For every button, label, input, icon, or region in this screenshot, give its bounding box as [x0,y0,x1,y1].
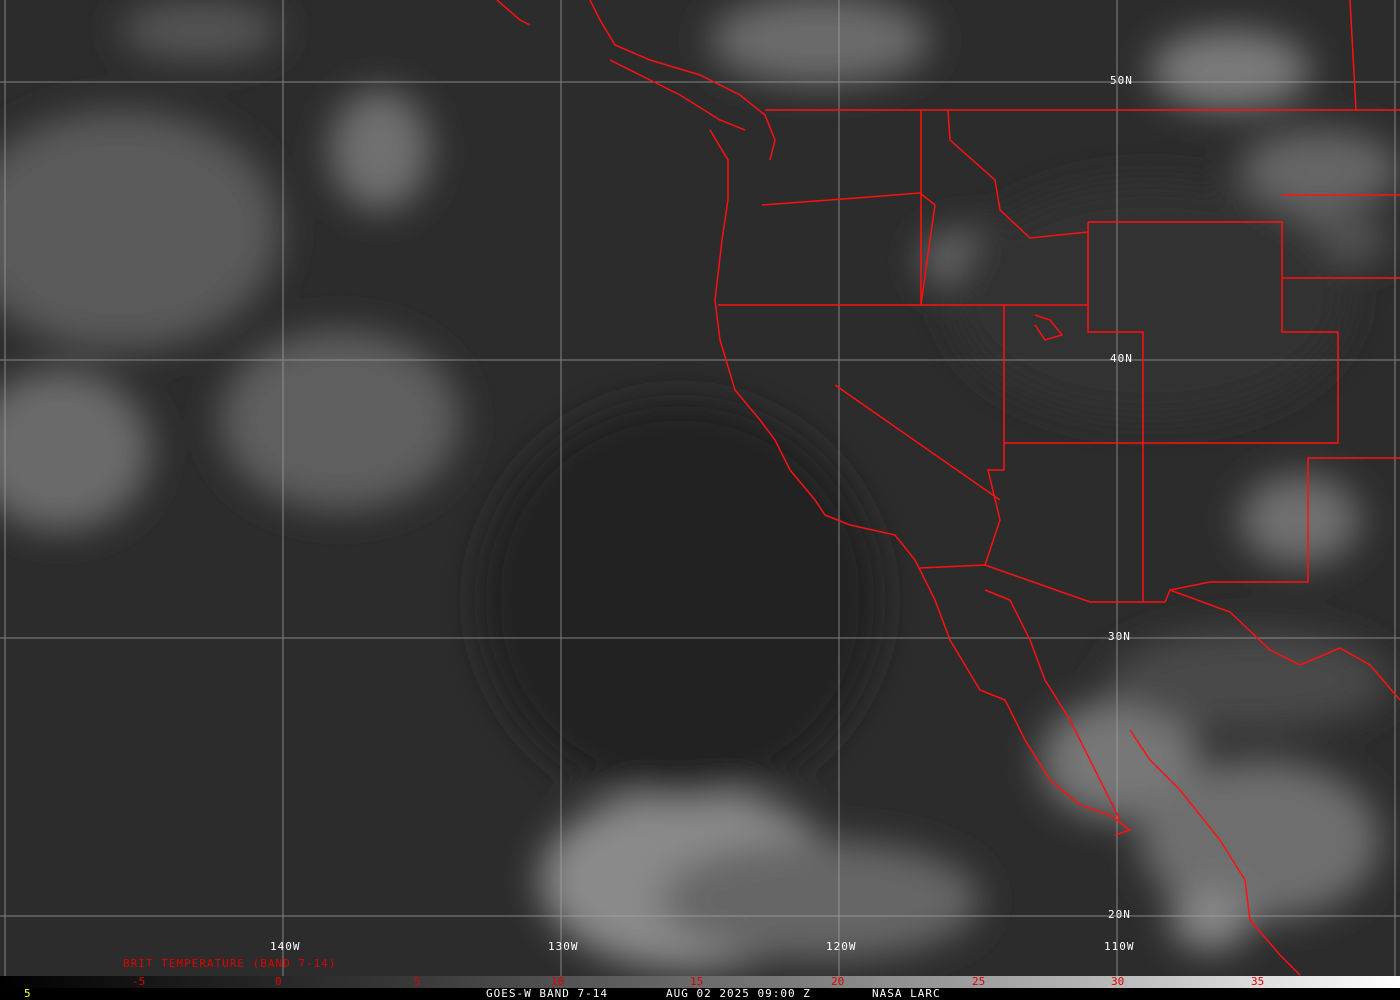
longitude-label: 130W [548,940,579,953]
longitude-label: 120W [826,940,857,953]
colorbar-tick: 20 [831,975,845,988]
colorbar-tick: 35 [1251,975,1265,988]
colorbar-tick: -5 [132,975,146,988]
lat-lon-grid [0,0,1400,976]
longitude-label: 140W [270,940,301,953]
colorbar-tick: 25 [972,975,986,988]
colorbar [0,976,1400,988]
credit-label: NASA LARC [872,987,941,1000]
product-label: GOES-W BAND 7-14 [486,987,608,1000]
latitude-label: 20N [1108,908,1131,921]
latitude-label: 30N [1108,630,1131,643]
colorbar-title: BRIT TEMPERATURE (BAND 7-14) [123,957,337,970]
coastlines-and-borders [496,0,1400,976]
corner-value: 5 [24,987,32,1000]
longitude-label: 110W [1104,940,1135,953]
datetime-label: AUG 02 2025 09:00 Z [666,987,811,1000]
colorbar-tick: 10 [551,975,565,988]
footer-bar [0,988,1400,1000]
colorbar-tick: 30 [1111,975,1125,988]
satellite-image [0,0,1400,976]
colorbar-tick: 5 [414,975,421,988]
latitude-label: 40N [1110,352,1133,365]
colorbar-tick: 15 [690,975,704,988]
colorbar-tick: 0 [275,975,282,988]
cloud-layer [0,0,1400,970]
latitude-label: 50N [1110,74,1133,87]
